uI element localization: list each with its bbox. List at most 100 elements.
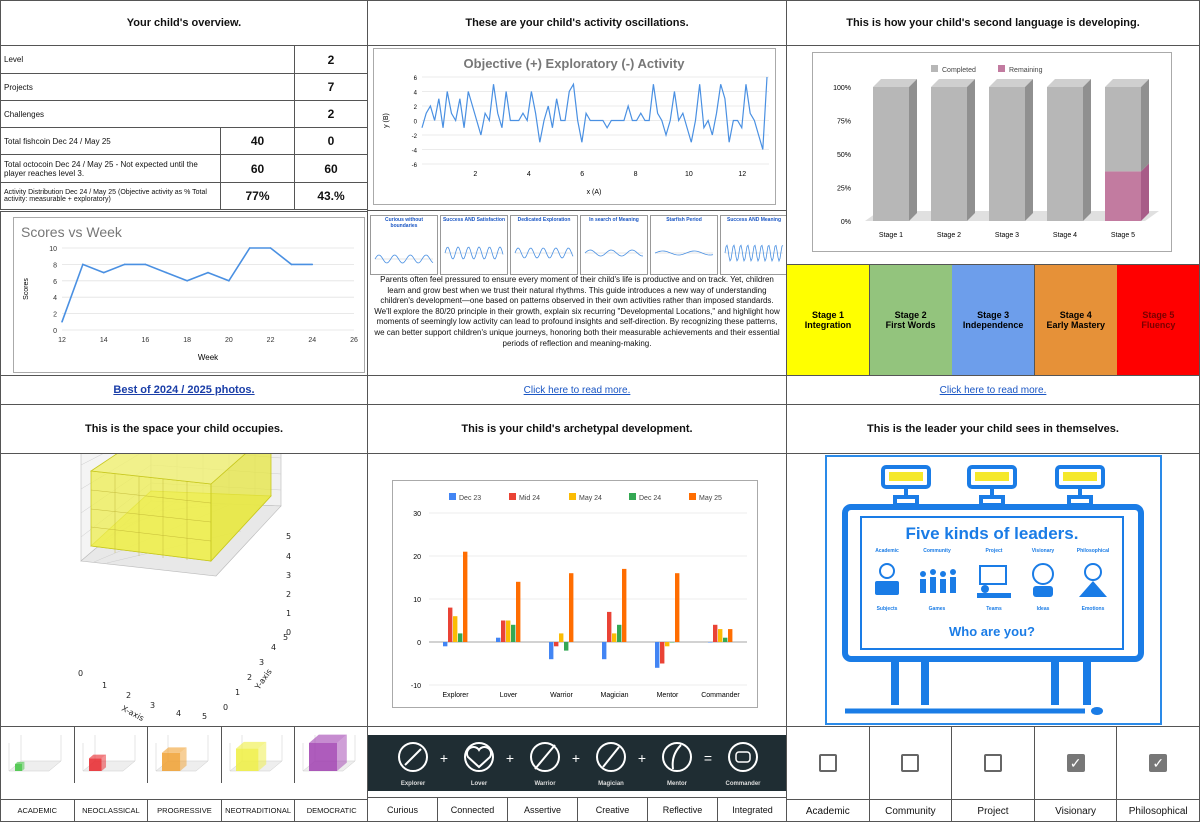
osc-thumbnail[interactable]: In search of Meaning	[580, 215, 648, 275]
svg-text:+: +	[440, 750, 448, 766]
astronaut-icon: Commander	[725, 742, 761, 787]
arch-bar	[443, 642, 448, 647]
arch-ytick: 0	[417, 640, 421, 647]
overview-label: Projects	[0, 73, 295, 101]
space-ylabel: Y-axis	[253, 667, 274, 692]
read-more-link-oscillations[interactable]: Click here to read more.	[367, 375, 787, 405]
arch-bar	[569, 573, 574, 642]
osc-thumbnail[interactable]: Success AND Satisfaction	[440, 215, 508, 275]
space-cell: Volume: 80.0 cubes Game: Neotraditional …	[0, 453, 368, 727]
leader-sub: Ideas	[1037, 606, 1050, 612]
arch-legend-swatch	[449, 493, 456, 500]
arch-bar	[660, 642, 665, 664]
space-thumbnail[interactable]	[295, 727, 367, 783]
osc-thumbnail-wave	[724, 244, 784, 263]
osc-line	[421, 76, 768, 150]
lang-bar-completed	[989, 87, 1025, 221]
stage-box-text: Stage 3 Independence	[963, 310, 1024, 330]
arch-bar	[559, 633, 564, 642]
space-thumbnail-plot	[229, 735, 283, 772]
stage-box: Stage 3 Independence	[952, 265, 1036, 375]
svg-text:2: 2	[286, 590, 291, 599]
lang-bar-completed	[873, 87, 909, 221]
space-thumbnail-label: PROGRESSIVE	[148, 799, 222, 821]
scores-ytick: 4	[53, 295, 57, 302]
lang-ytick: 25%	[837, 186, 851, 193]
osc-thumbnail-title: Starfish Period	[666, 217, 702, 223]
leader-checkbox[interactable]: ✓	[1066, 754, 1085, 772]
leader-checkbox-cell	[787, 727, 870, 799]
osc-ytick: 6	[414, 76, 418, 82]
archetypal-header-text: This is your child's archetypal developm…	[461, 423, 693, 435]
leader-sub: Subjects	[877, 606, 898, 612]
stage-box-text: Stage 5 Fluency	[1141, 310, 1175, 330]
stage-box: Stage 2 First Words	[869, 265, 953, 375]
arch-bar	[675, 573, 680, 642]
oscillation-guide-cell: Curious without boundaries Success AND Sa…	[367, 210, 787, 376]
plus-icon: +	[440, 750, 448, 766]
osc-xtick: 12	[738, 171, 746, 178]
overview-header: Your child's overview.	[0, 0, 368, 46]
scores-ytick: 6	[53, 279, 57, 286]
sword-icon: Warrior	[530, 742, 560, 787]
leader-checkbox[interactable]	[983, 754, 1002, 772]
leader-checkbox[interactable]	[901, 754, 920, 772]
osc-thumbnail[interactable]: Starfish Period	[650, 215, 718, 275]
arch-ytick: 20	[413, 554, 421, 561]
space-thumbnail-cube	[162, 752, 181, 771]
osc-thumbnail-wave	[584, 249, 644, 257]
overview-label: Total fishcoin Dec 24 / May 25	[0, 127, 221, 155]
space-thumbnail[interactable]	[1, 727, 75, 783]
svg-text:+: +	[506, 750, 514, 766]
osc-thumbnail-wave	[514, 247, 574, 259]
leader-checkbox-label: Visionary	[1034, 799, 1118, 821]
oscillations-header-text: These are your child's activity oscillat…	[465, 17, 689, 29]
osc-thumbnail[interactable]: Success AND Meaning	[720, 215, 786, 275]
scores-point	[290, 263, 293, 266]
oscillation-chart: Objective (+) Exploratory (-) Activity 6 4…	[383, 56, 769, 196]
leader-checklist: Academic Community Project ✓ Visionary ✓ Philo…	[786, 726, 1200, 822]
scores-xtick: 22	[267, 337, 275, 344]
leader-checkbox-label: Philosophical	[1117, 799, 1199, 821]
leader-checkbox-cell	[952, 727, 1035, 799]
stage-subtitle: Integration	[804, 320, 852, 330]
space-thumbnail[interactable]	[148, 727, 222, 783]
people-group-icon	[920, 569, 956, 593]
photos-link[interactable]: Best of 2024 / 2025 photos.	[0, 375, 368, 405]
leader-checkbox[interactable]	[818, 754, 837, 772]
arch-legend-swatch	[509, 493, 516, 500]
osc-xtick: 10	[685, 171, 693, 178]
scores-ytick: 2	[53, 312, 57, 319]
leader-question: Who are you?	[949, 624, 1035, 639]
leader-sub: Teams	[986, 606, 1002, 612]
feather-icon: Mentor	[662, 742, 692, 787]
stage-subtitle: Independence	[962, 320, 1024, 330]
leader-checkbox[interactable]: ✓	[1149, 754, 1168, 772]
overview-value: 43.%	[294, 182, 368, 210]
plus-icon: +	[506, 750, 514, 766]
scores-point	[228, 280, 230, 282]
svg-text:3: 3	[286, 571, 291, 580]
osc-thumbnail[interactable]: Curious without boundaries	[370, 215, 438, 275]
wand-icon: Magician	[596, 742, 626, 787]
osc-thumbnail[interactable]: Dedicated Exploration	[510, 215, 578, 275]
scores-chart-title: Scores vs Week	[21, 224, 123, 240]
lang-ytick: 0%	[841, 219, 851, 226]
space-thumbnail[interactable]	[222, 727, 296, 783]
arch-bar	[723, 637, 728, 642]
oscillation-guide-text: Parents often feel pressured to ensure e…	[374, 275, 780, 348]
space-thumbnail[interactable]	[75, 727, 149, 783]
space-thumbnail-plot	[81, 735, 136, 772]
svg-text:1: 1	[286, 609, 291, 618]
overview-label: Total octocoin Dec 24 / May 25 - Not exp…	[0, 154, 221, 183]
archetype-strip-label: Explorer	[401, 781, 426, 787]
checkmark-icon: ✓	[1069, 754, 1082, 771]
equals-icon: =	[704, 750, 712, 766]
scores-point	[102, 271, 105, 274]
book-reader-icon	[875, 563, 899, 595]
read-more-link-language[interactable]: Click here to read more.	[786, 375, 1200, 405]
osc-thumbnail-wave	[444, 246, 504, 260]
osc-ytick: -2	[412, 134, 418, 140]
checkmark-icon: ✓	[1152, 754, 1165, 771]
scores-point	[61, 321, 63, 323]
